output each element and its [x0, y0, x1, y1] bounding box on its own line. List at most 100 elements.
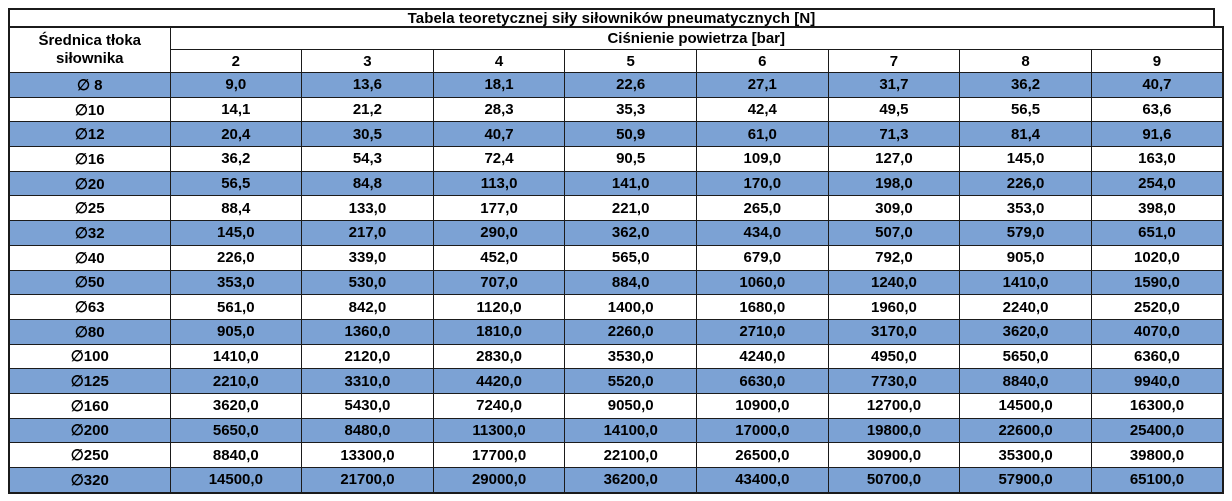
table-row: ∅160 3620,0 5430,0 7240,0 9050,0 10900,0 12700…: [8, 392, 1224, 419]
force-value-cell: 792,0: [827, 244, 961, 271]
force-value-cell: 9,0: [169, 72, 303, 98]
force-value-cell: 4240,0: [696, 343, 829, 370]
force-value-cell: 40,7: [432, 121, 566, 148]
force-value-cell: 36,2: [169, 146, 303, 172]
force-value-cell: 353,0: [959, 195, 1092, 222]
force-value-cell: 20,4: [169, 121, 303, 148]
force-value-cell: 4950,0: [827, 343, 961, 370]
pressure-column-header: 8: [959, 49, 1092, 73]
force-value-cell: 3170,0: [827, 318, 961, 345]
force-value-cell: 57900,0: [959, 466, 1092, 494]
force-value-cell: 2520,0: [1090, 294, 1224, 320]
force-value-cell: 9940,0: [1090, 368, 1224, 394]
force-value-cell: 35,3: [564, 96, 697, 123]
force-value-cell: 8840,0: [169, 442, 303, 468]
force-value-cell: 1590,0: [1090, 269, 1224, 296]
force-value-cell: 1060,0: [696, 269, 829, 296]
force-value-cell: 6630,0: [696, 368, 829, 394]
force-value-cell: 14500,0: [959, 392, 1092, 419]
force-value-cell: 14100,0: [564, 417, 697, 444]
force-value-cell: 8480,0: [301, 417, 434, 444]
force-value-cell: 25400,0: [1090, 417, 1224, 444]
force-value-cell: 133,0: [301, 195, 434, 222]
force-table: Średnica tłoka siłownika Ciśnienie powie…: [8, 26, 1224, 494]
diameter-cell: ∅100: [8, 343, 171, 370]
table-row: ∅63 561,0 842,0 1120,0 1400,0 1680,0 1960,0 224…: [8, 294, 1224, 320]
force-value-cell: 651,0: [1090, 220, 1224, 246]
force-value-cell: 13,6: [301, 72, 434, 98]
diameter-cell: ∅12: [8, 121, 171, 148]
force-value-cell: 65100,0: [1090, 466, 1224, 494]
pressure-column-header: 6: [696, 49, 829, 73]
force-value-cell: 507,0: [827, 220, 961, 246]
pressure-column-header: 2: [169, 49, 303, 73]
force-value-cell: 36200,0: [564, 466, 697, 494]
diameter-cell: ∅160: [8, 392, 171, 419]
force-value-cell: 561,0: [169, 294, 303, 320]
force-value-cell: 8840,0: [959, 368, 1092, 394]
force-value-cell: 72,4: [432, 146, 566, 172]
force-value-cell: 707,0: [432, 269, 566, 296]
diameter-cell: ∅ 8: [8, 72, 171, 98]
diameter-cell: ∅80: [8, 318, 171, 345]
force-value-cell: 40,7: [1090, 72, 1224, 98]
force-value-cell: 14500,0: [169, 466, 303, 494]
pressure-column-header: 3: [301, 49, 434, 73]
force-value-cell: 170,0: [696, 170, 829, 197]
force-value-cell: 842,0: [301, 294, 434, 320]
diameter-cell: ∅63: [8, 294, 171, 320]
force-value-cell: 362,0: [564, 220, 697, 246]
table-body: ∅ 8 9,0 13,6 18,1 22,6 27,1 31,7 36,2 40,7 ∅10 14,…: [8, 72, 1224, 494]
force-value-cell: 905,0: [959, 244, 1092, 271]
diameter-cell: ∅16: [8, 146, 171, 172]
pressure-column-header: 5: [564, 49, 697, 73]
force-value-cell: 30,5: [301, 121, 434, 148]
diameter-column-header: Średnica tłoka siłownika: [8, 26, 171, 73]
force-value-cell: 5650,0: [959, 343, 1092, 370]
force-value-cell: 1810,0: [432, 318, 566, 345]
force-value-cell: 290,0: [432, 220, 566, 246]
force-value-cell: 884,0: [564, 269, 697, 296]
force-value-cell: 19800,0: [827, 417, 961, 444]
force-value-cell: 109,0: [696, 146, 829, 172]
force-value-cell: 177,0: [432, 195, 566, 222]
force-value-cell: 1120,0: [432, 294, 566, 320]
force-value-cell: 127,0: [827, 146, 961, 172]
force-value-cell: 1240,0: [827, 269, 961, 296]
force-value-cell: 452,0: [432, 244, 566, 271]
table-row: ∅200 5650,0 8480,0 11300,0 14100,0 17000,0 198…: [8, 417, 1224, 444]
force-value-cell: 3310,0: [301, 368, 434, 394]
force-value-cell: 16300,0: [1090, 392, 1224, 419]
force-value-cell: 2710,0: [696, 318, 829, 345]
force-value-cell: 254,0: [1090, 170, 1224, 197]
force-value-cell: 3620,0: [959, 318, 1092, 345]
force-value-cell: 29000,0: [432, 466, 566, 494]
force-value-cell: 265,0: [696, 195, 829, 222]
force-value-cell: 141,0: [564, 170, 697, 197]
table-row: ∅320 14500,0 21700,0 29000,0 36200,0 43400,0 5…: [8, 466, 1224, 494]
force-value-cell: 217,0: [301, 220, 434, 246]
force-value-cell: 5520,0: [564, 368, 697, 394]
force-value-cell: 163,0: [1090, 146, 1224, 172]
pressure-column-header: 7: [827, 49, 961, 73]
table-row: ∅20 56,5 84,8 113,0 141,0 170,0 198,0 226,0 254,…: [8, 170, 1224, 197]
force-value-cell: 22,6: [564, 72, 697, 98]
force-value-cell: 434,0: [696, 220, 829, 246]
force-value-cell: 21700,0: [301, 466, 434, 494]
force-value-cell: 22100,0: [564, 442, 697, 468]
diameter-cell: ∅32: [8, 220, 171, 246]
force-value-cell: 28,3: [432, 96, 566, 123]
force-value-cell: 43400,0: [696, 466, 829, 494]
force-value-cell: 88,4: [169, 195, 303, 222]
table-row: ∅125 2210,0 3310,0 4420,0 5520,0 6630,0 7730,0…: [8, 368, 1224, 394]
diameter-header-line2: siłownika: [55, 50, 124, 67]
force-value-cell: 27,1: [696, 72, 829, 98]
force-value-cell: 1360,0: [301, 318, 434, 345]
force-value-cell: 2210,0: [169, 368, 303, 394]
table-title: Tabela teoretycznej siły siłowników pneu…: [8, 8, 1215, 28]
pressure-group-header: Ciśnienie powietrza [bar]: [169, 26, 1224, 50]
table-row: ∅25 88,4 133,0 177,0 221,0 265,0 309,0 353,0 398…: [8, 195, 1224, 222]
table-row: ∅12 20,4 30,5 40,7 50,9 61,0 71,3 81,4 91,6: [8, 121, 1224, 148]
force-value-cell: 35300,0: [959, 442, 1092, 468]
pressure-header-row: 2 3 4 5 6 7 8 9: [9, 49, 1224, 73]
